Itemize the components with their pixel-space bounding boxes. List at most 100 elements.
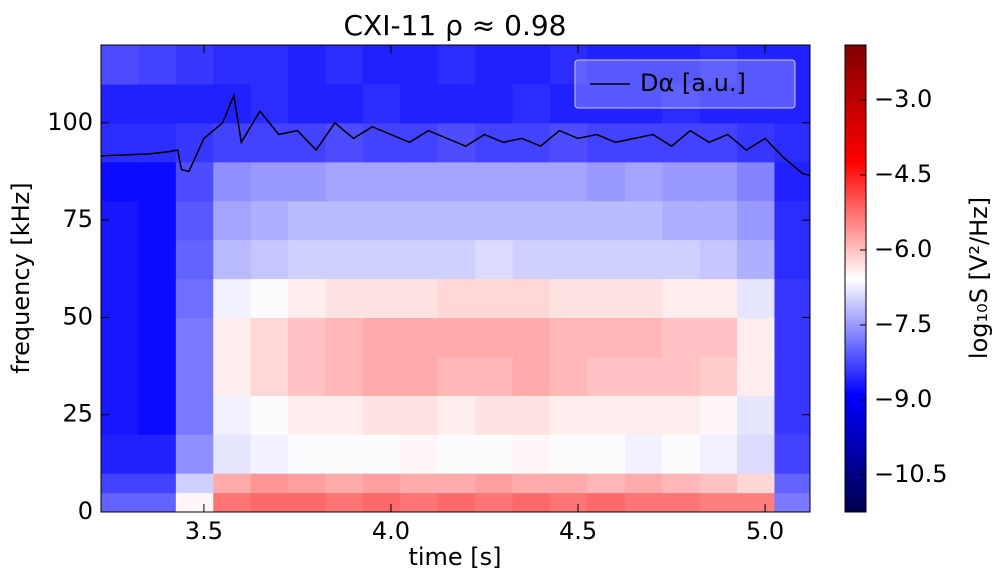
heat-cell: [737, 278, 776, 319]
heat-cell: [662, 317, 701, 357]
heat-cell: [549, 434, 588, 474]
heat-cell: [774, 278, 810, 319]
heat-cell: [437, 395, 476, 435]
heat-cell: [325, 45, 364, 85]
heat-cell: [624, 317, 663, 357]
heat-cell: [138, 492, 177, 512]
heat-cell: [362, 278, 401, 319]
heat-cell: [138, 473, 177, 494]
heat-cell: [475, 161, 514, 202]
heat-cell: [213, 434, 252, 474]
heat-cell: [699, 239, 738, 280]
heat-cell: [250, 356, 289, 396]
heat-cell: [737, 434, 776, 474]
heat-cell: [475, 395, 514, 435]
heat-cell: [138, 434, 177, 474]
heat-cell: [362, 200, 401, 241]
heat-cell: [662, 473, 701, 494]
colorbar-tick-label: −7.5: [874, 310, 932, 338]
heat-cell: [175, 473, 214, 494]
heat-cell: [549, 278, 588, 319]
heat-cell: [512, 45, 551, 85]
heat-cell: [512, 161, 551, 202]
heat-cell: [699, 122, 738, 163]
heat-cell: [250, 473, 289, 494]
heat-cell: [288, 45, 327, 85]
heat-cell: [175, 492, 214, 512]
heat-cell: [400, 317, 439, 357]
heat-cell: [175, 239, 214, 280]
heat-cell: [774, 45, 810, 85]
heat-cell: [587, 317, 626, 357]
heat-cell: [662, 239, 701, 280]
heat-cell: [288, 317, 327, 357]
heat-cell: [737, 356, 776, 396]
heat-cell: [288, 434, 327, 474]
heat-cell: [549, 395, 588, 435]
heat-cell: [624, 356, 663, 396]
heat-cell: [699, 473, 738, 494]
heat-cell: [250, 395, 289, 435]
heat-cell: [250, 239, 289, 280]
heat-cell: [587, 492, 626, 512]
heat-cell: [549, 161, 588, 202]
heat-cell: [699, 200, 738, 241]
heat-cell: [774, 473, 810, 494]
heat-cell: [213, 395, 252, 435]
heat-cell: [175, 83, 214, 124]
heatmap: [101, 45, 810, 512]
heat-cell: [624, 45, 663, 85]
heat-cell: [737, 45, 776, 85]
heat-cell: [400, 434, 439, 474]
heat-cell: [549, 239, 588, 280]
heat-cell: [250, 122, 289, 163]
legend-label: Dα [a.u.]: [640, 69, 746, 97]
heat-cell: [662, 278, 701, 319]
heat-cell: [101, 239, 140, 280]
heat-cell: [475, 492, 514, 512]
heat-cell: [138, 200, 177, 241]
heat-cell: [512, 434, 551, 474]
heat-cell: [737, 473, 776, 494]
heat-cell: [587, 122, 626, 163]
heat-cell: [362, 45, 401, 85]
heat-cell: [512, 317, 551, 357]
heat-cell: [250, 434, 289, 474]
heat-cell: [288, 239, 327, 280]
heat-cell: [213, 83, 252, 124]
heat-cell: [362, 239, 401, 280]
heat-cell: [362, 317, 401, 357]
heat-cell: [662, 356, 701, 396]
heat-cell: [288, 395, 327, 435]
heat-cell: [362, 395, 401, 435]
heat-cell: [175, 317, 214, 357]
heat-cell: [699, 45, 738, 85]
heat-cell: [250, 200, 289, 241]
heat-cell: [362, 434, 401, 474]
heat-cell: [400, 200, 439, 241]
heat-cell: [737, 317, 776, 357]
heat-cell: [175, 278, 214, 319]
heat-cell: [101, 473, 140, 494]
heat-cell: [699, 356, 738, 396]
heat-cell: [774, 122, 810, 163]
heat-cell: [587, 45, 626, 85]
heat-cell: [587, 434, 626, 474]
heat-cell: [101, 492, 140, 512]
heat-cell: [437, 83, 476, 124]
line: [101, 92, 810, 177]
heat-cell: [213, 492, 252, 512]
heat-cell: [288, 161, 327, 202]
heat-cell: [250, 492, 289, 512]
heat-cell: [400, 45, 439, 85]
heat-cell: [175, 395, 214, 435]
legend-box: [574, 59, 796, 109]
heat-cell: [362, 356, 401, 396]
heat-cell: [138, 317, 177, 357]
heat-cell: [138, 239, 177, 280]
heat-cell: [213, 200, 252, 241]
heat-cell: [662, 434, 701, 474]
colorbar-tick-label: −6.0: [874, 235, 932, 263]
